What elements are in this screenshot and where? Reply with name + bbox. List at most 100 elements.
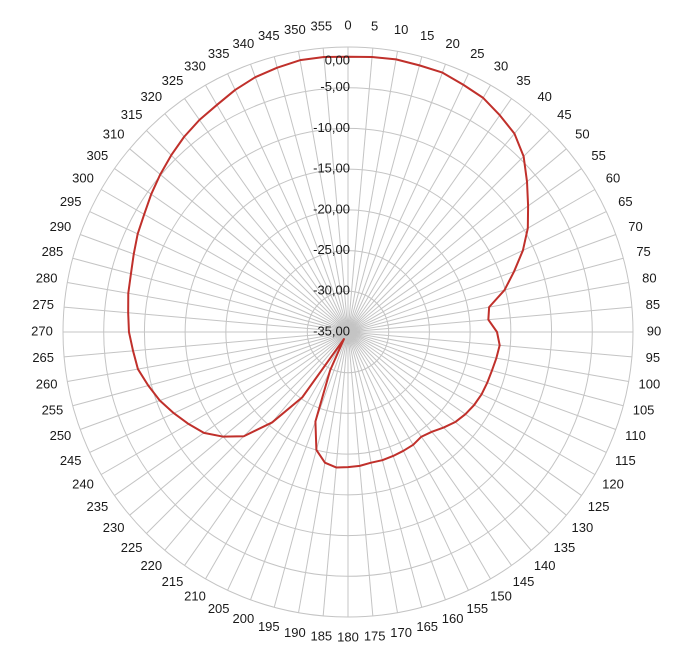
- angle-tick-label: 10: [394, 22, 408, 37]
- grid-spoke: [347, 51, 398, 333]
- angle-tick-label: 40: [537, 89, 551, 104]
- angle-tick-label: 315: [121, 107, 143, 122]
- angle-tick-label: 235: [86, 499, 108, 514]
- angle-tick-label: 115: [615, 453, 636, 468]
- grid-spoke: [347, 64, 446, 333]
- angle-tick-label: 55: [591, 148, 605, 163]
- angle-tick-label: 210: [184, 588, 206, 603]
- grid-spoke: [347, 56, 423, 333]
- grid-spoke: [347, 331, 624, 407]
- r-tick-label: -25,00: [313, 242, 350, 257]
- grid-spoke: [347, 331, 550, 534]
- grid-spoke: [347, 48, 374, 333]
- angle-tick-label: 180: [337, 629, 359, 644]
- angle-tick-label: 65: [618, 194, 632, 209]
- angle-tick-label: 270: [31, 323, 53, 338]
- angle-tick-label: 275: [32, 297, 54, 312]
- angle-tick-label: 105: [633, 403, 655, 418]
- angle-tick-label: 340: [232, 36, 254, 51]
- grid-spoke: [347, 331, 629, 382]
- angle-tick-label: 165: [416, 619, 438, 634]
- grid-spoke: [347, 331, 532, 551]
- angle-tick-label: 215: [162, 574, 184, 589]
- grid-spoke: [164, 331, 349, 551]
- angle-tick-label: 75: [636, 244, 650, 259]
- grid-spoke: [347, 168, 582, 333]
- angle-tick-label: 100: [638, 377, 660, 392]
- grid-spoke: [347, 331, 607, 453]
- grid-spoke: [347, 189, 596, 333]
- grid-spoke: [347, 98, 512, 333]
- grid-spoke: [347, 257, 624, 333]
- grid-spoke: [184, 98, 349, 333]
- grid-spoke: [347, 331, 446, 600]
- angle-tick-label: 80: [642, 270, 656, 285]
- grid-spoke: [89, 331, 349, 453]
- angle-tick-label: 310: [103, 127, 125, 142]
- r-tick-label: 0,00: [325, 52, 350, 67]
- angle-tick-label: 5: [371, 19, 378, 34]
- angle-tick-label: 320: [140, 89, 162, 104]
- angle-tick-label: 150: [490, 588, 512, 603]
- angle-tick-label: 50: [575, 127, 589, 142]
- angle-tick-label: 125: [588, 499, 610, 514]
- grid-spoke: [227, 73, 349, 333]
- r-tick-label: -20,00: [313, 201, 350, 216]
- grid-spoke: [67, 282, 349, 333]
- grid-spoke: [114, 168, 349, 333]
- angle-tick-label: 0: [344, 17, 351, 32]
- angle-tick-label: 20: [445, 36, 459, 51]
- grid-spoke: [80, 234, 349, 333]
- grid: [62, 46, 634, 618]
- angle-tick-label: 220: [140, 558, 162, 573]
- grid-spoke: [347, 331, 632, 358]
- grid-spoke: [129, 331, 349, 516]
- angle-tick-label: 245: [60, 453, 82, 468]
- grid-spoke: [114, 331, 349, 496]
- angle-tick-label: 355: [310, 19, 332, 34]
- angle-tick-label: 35: [516, 73, 530, 88]
- angle-tick-label: 85: [646, 297, 660, 312]
- grid-spoke: [322, 331, 349, 616]
- r-tick-label: -30,00: [313, 283, 350, 298]
- series-line: [127, 55, 530, 469]
- angle-tick-label: 170: [390, 625, 412, 640]
- grid-spoke: [347, 148, 567, 333]
- angle-tick-label: 70: [628, 219, 642, 234]
- plot-area: [127, 55, 530, 469]
- grid-spoke: [64, 306, 349, 333]
- grid-spoke: [347, 84, 491, 333]
- grid-spoke: [347, 331, 512, 566]
- grid-spoke: [347, 331, 374, 616]
- angle-tick-label: 225: [121, 540, 143, 555]
- angle-tick-label: 345: [258, 28, 280, 43]
- grid-spoke: [67, 331, 349, 382]
- grid-spoke: [347, 331, 616, 430]
- grid-spoke: [322, 48, 349, 333]
- angle-tick-label: 120: [602, 476, 624, 491]
- r-tick-label: -5,00: [320, 79, 350, 94]
- grid-spoke: [347, 73, 469, 333]
- grid-spoke: [80, 331, 349, 430]
- grid-spoke: [89, 211, 349, 333]
- grid-spoke: [72, 257, 349, 333]
- angle-tick-label: 90: [647, 323, 661, 338]
- angle-tick-label: 335: [208, 46, 230, 61]
- grid-spoke: [164, 113, 349, 333]
- angle-tick-label: 305: [86, 148, 108, 163]
- grid-spoke: [347, 331, 491, 580]
- angle-tick-label: 175: [364, 628, 386, 643]
- grid-spoke: [205, 84, 349, 333]
- grid-spoke: [205, 331, 349, 580]
- grid-spoke: [273, 56, 349, 333]
- angle-tick-label: 290: [50, 219, 72, 234]
- angle-tick-label: 155: [466, 601, 488, 616]
- grid-spoke: [146, 130, 349, 333]
- angle-tick-label: 25: [470, 46, 484, 61]
- angle-tick-label: 280: [36, 270, 58, 285]
- angle-tick-label: 295: [60, 194, 82, 209]
- angle-tick-label: 95: [646, 350, 660, 365]
- grid-spoke: [347, 331, 596, 475]
- grid-spoke: [347, 130, 550, 333]
